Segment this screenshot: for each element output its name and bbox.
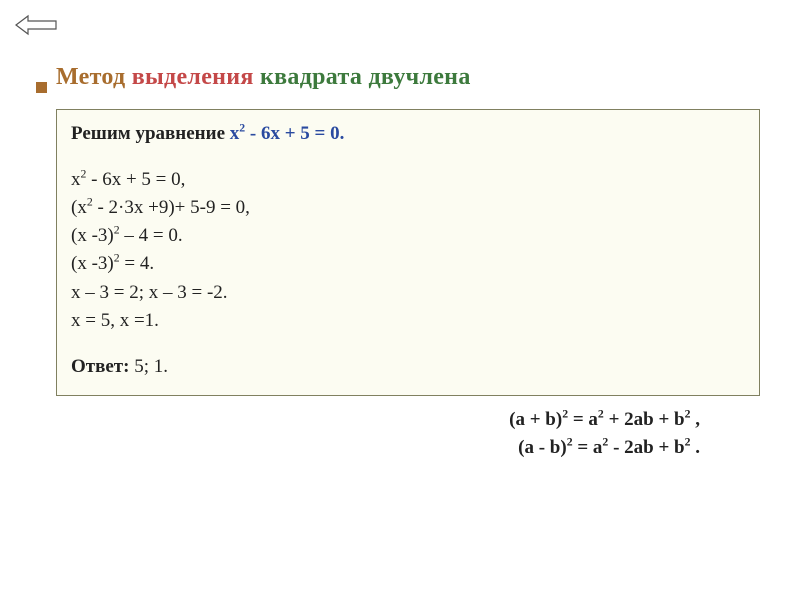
problem-statement: Решим уравнение x2 - 6x + 5 = 0.: [71, 120, 745, 148]
step-line: (x -3)2 – 4 = 0.: [71, 222, 745, 250]
back-arrow-icon[interactable]: [14, 14, 58, 41]
title-bullet-icon: [36, 82, 47, 93]
answer-label: Ответ:: [71, 356, 134, 377]
step-line: (x2 - 2·3x +9)+ 5-9 = 0,: [71, 194, 745, 222]
problem-equation: x2 - 6x + 5 = 0.: [230, 123, 345, 144]
title-word-3: квадрата: [260, 64, 362, 90]
content-box: Решим уравнение x2 - 6x + 5 = 0. x2 - 6x…: [56, 109, 760, 396]
formula-line: (a - b)2 = a2 - 2ab + b2 .: [56, 434, 700, 463]
formula-line: (a + b)2 = a2 + 2ab + b2 ,: [56, 406, 700, 435]
step-line: x2 - 6x + 5 = 0,: [71, 166, 745, 194]
step-line: x – 3 = 2; x – 3 = -2.: [71, 279, 745, 307]
step-line: x = 5, x =1.: [71, 307, 745, 335]
slide: Метод выделения квадрата двучлена Решим …: [0, 0, 800, 600]
answer-values: 5; 1.: [134, 356, 168, 377]
title-word-1: Метод: [56, 64, 125, 90]
problem-label: Решим уравнение: [71, 123, 230, 144]
formulas-block: (a + b)2 = a2 + 2ab + b2 , (a - b)2 = a2…: [56, 406, 760, 463]
title-word-2: выделения: [132, 64, 254, 90]
answer: Ответ: 5; 1.: [71, 353, 745, 381]
title-word-4: двучлена: [368, 64, 470, 90]
slide-title: Метод выделения квадрата двучлена: [56, 64, 760, 91]
step-line: (x -3)2 = 4.: [71, 250, 745, 278]
